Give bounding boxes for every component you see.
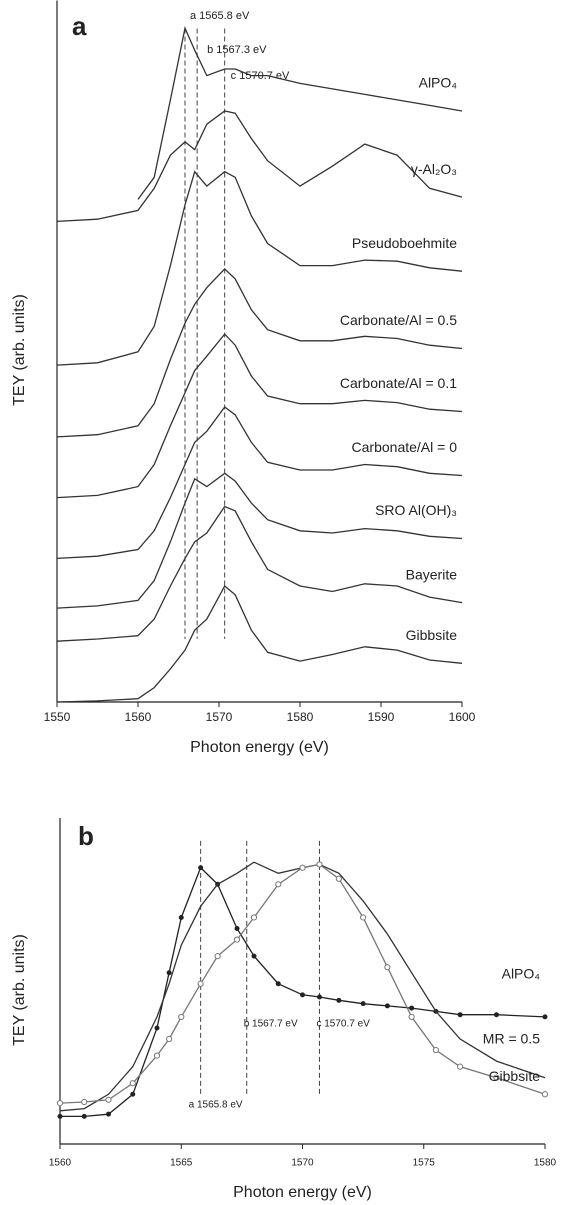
series-line xyxy=(56,267,463,438)
data-point xyxy=(384,1003,390,1009)
x-tick-label: 1560 xyxy=(49,1158,72,1169)
data-point xyxy=(178,914,184,920)
series-line xyxy=(56,505,463,642)
data-point xyxy=(197,980,204,987)
data-point xyxy=(300,992,305,998)
x-tick-label: 1580 xyxy=(534,1158,557,1169)
series-label: Gibbsite xyxy=(489,1068,541,1084)
data-point xyxy=(153,1052,161,1059)
annotation: b 1567.3 eV xyxy=(207,44,267,56)
data-point xyxy=(360,1001,366,1007)
data-point xyxy=(81,1113,87,1119)
x-tick-label: 1560 xyxy=(125,710,152,724)
data-point xyxy=(432,1046,439,1054)
series-line xyxy=(59,861,546,1112)
x-tick-label: 1570 xyxy=(206,710,233,724)
series-label: AlPO₄ xyxy=(419,75,458,91)
data-point xyxy=(408,1013,415,1021)
annotation: b 1567.7 eV xyxy=(244,1019,298,1030)
series-line xyxy=(60,866,546,1118)
x-axis-label: Photon energy (eV) xyxy=(190,739,329,756)
series-label: Gibbsite xyxy=(406,627,458,643)
series-label: Carbonate/Al = 0.1 xyxy=(340,375,457,391)
data-point xyxy=(234,926,240,932)
series-label: γ-Al₂O₃ xyxy=(411,161,457,177)
data-point xyxy=(541,1091,549,1098)
data-point xyxy=(493,1074,500,1081)
annotation: a 1565.8 eV xyxy=(189,1100,243,1111)
data-point xyxy=(494,1012,499,1018)
data-point xyxy=(275,981,281,987)
data-point xyxy=(178,1013,185,1021)
data-point xyxy=(250,914,258,921)
series-line xyxy=(59,863,546,1104)
data-point xyxy=(409,1005,415,1011)
data-point xyxy=(457,1063,464,1070)
series-label: Pseudoboehmite xyxy=(352,235,457,251)
x-tick-label: 1580 xyxy=(287,710,314,724)
series-line xyxy=(56,170,463,366)
series-label: MR = 0.5 xyxy=(483,1030,540,1046)
data-point xyxy=(57,1113,63,1119)
data-point xyxy=(105,1096,112,1103)
annotation: c 1570.7 eV xyxy=(316,1019,370,1030)
x-tick-label: 1575 xyxy=(413,1158,436,1169)
series-line xyxy=(137,25,463,200)
data-point xyxy=(106,1111,111,1117)
data-point xyxy=(299,864,306,871)
data-point xyxy=(56,1100,64,1107)
data-point xyxy=(457,1012,463,1018)
data-point xyxy=(360,914,367,921)
panel-label: a xyxy=(72,11,87,41)
data-point xyxy=(316,861,323,868)
series-line xyxy=(56,406,463,560)
panel-label: b xyxy=(78,821,94,851)
data-point xyxy=(335,875,342,882)
series-line xyxy=(56,110,463,223)
series-label: Bayerite xyxy=(406,566,458,582)
data-point xyxy=(316,994,322,1000)
x-tick-label: 1570 xyxy=(291,1158,314,1169)
data-point xyxy=(384,964,391,971)
x-tick-label: 1565 xyxy=(170,1158,193,1169)
series-label: Carbonate/Al = 0.5 xyxy=(340,312,457,328)
data-point xyxy=(129,1080,136,1087)
x-tick-label: 1600 xyxy=(449,710,476,724)
x-tick-label: 1550 xyxy=(44,710,71,724)
series-label: AlPO₄ xyxy=(502,966,541,982)
annotation: a 1565.8 eV xyxy=(190,10,250,22)
x-axis-label: Photon energy (eV) xyxy=(233,1184,372,1201)
data-point xyxy=(166,970,172,976)
data-point xyxy=(542,1014,548,1020)
series-line xyxy=(56,333,463,499)
y-axis-label: TEY (arb. units) xyxy=(11,294,28,406)
data-point xyxy=(154,1025,160,1031)
series-line xyxy=(56,472,463,609)
y-axis-label: TEY (arb. units) xyxy=(11,934,28,1046)
data-point xyxy=(251,953,257,959)
data-point xyxy=(81,1098,88,1106)
data-point xyxy=(275,881,282,888)
series-label: SRO Al(OH)₃ xyxy=(375,502,457,518)
data-point xyxy=(233,936,241,943)
data-point xyxy=(214,953,221,960)
x-tick-label: 1590 xyxy=(368,710,395,724)
data-point xyxy=(130,1091,136,1097)
data-point xyxy=(166,1035,173,1043)
series-label: Carbonate/Al = 0 xyxy=(352,439,458,455)
series-line xyxy=(56,584,463,703)
data-point xyxy=(336,997,342,1003)
data-point xyxy=(198,865,204,871)
